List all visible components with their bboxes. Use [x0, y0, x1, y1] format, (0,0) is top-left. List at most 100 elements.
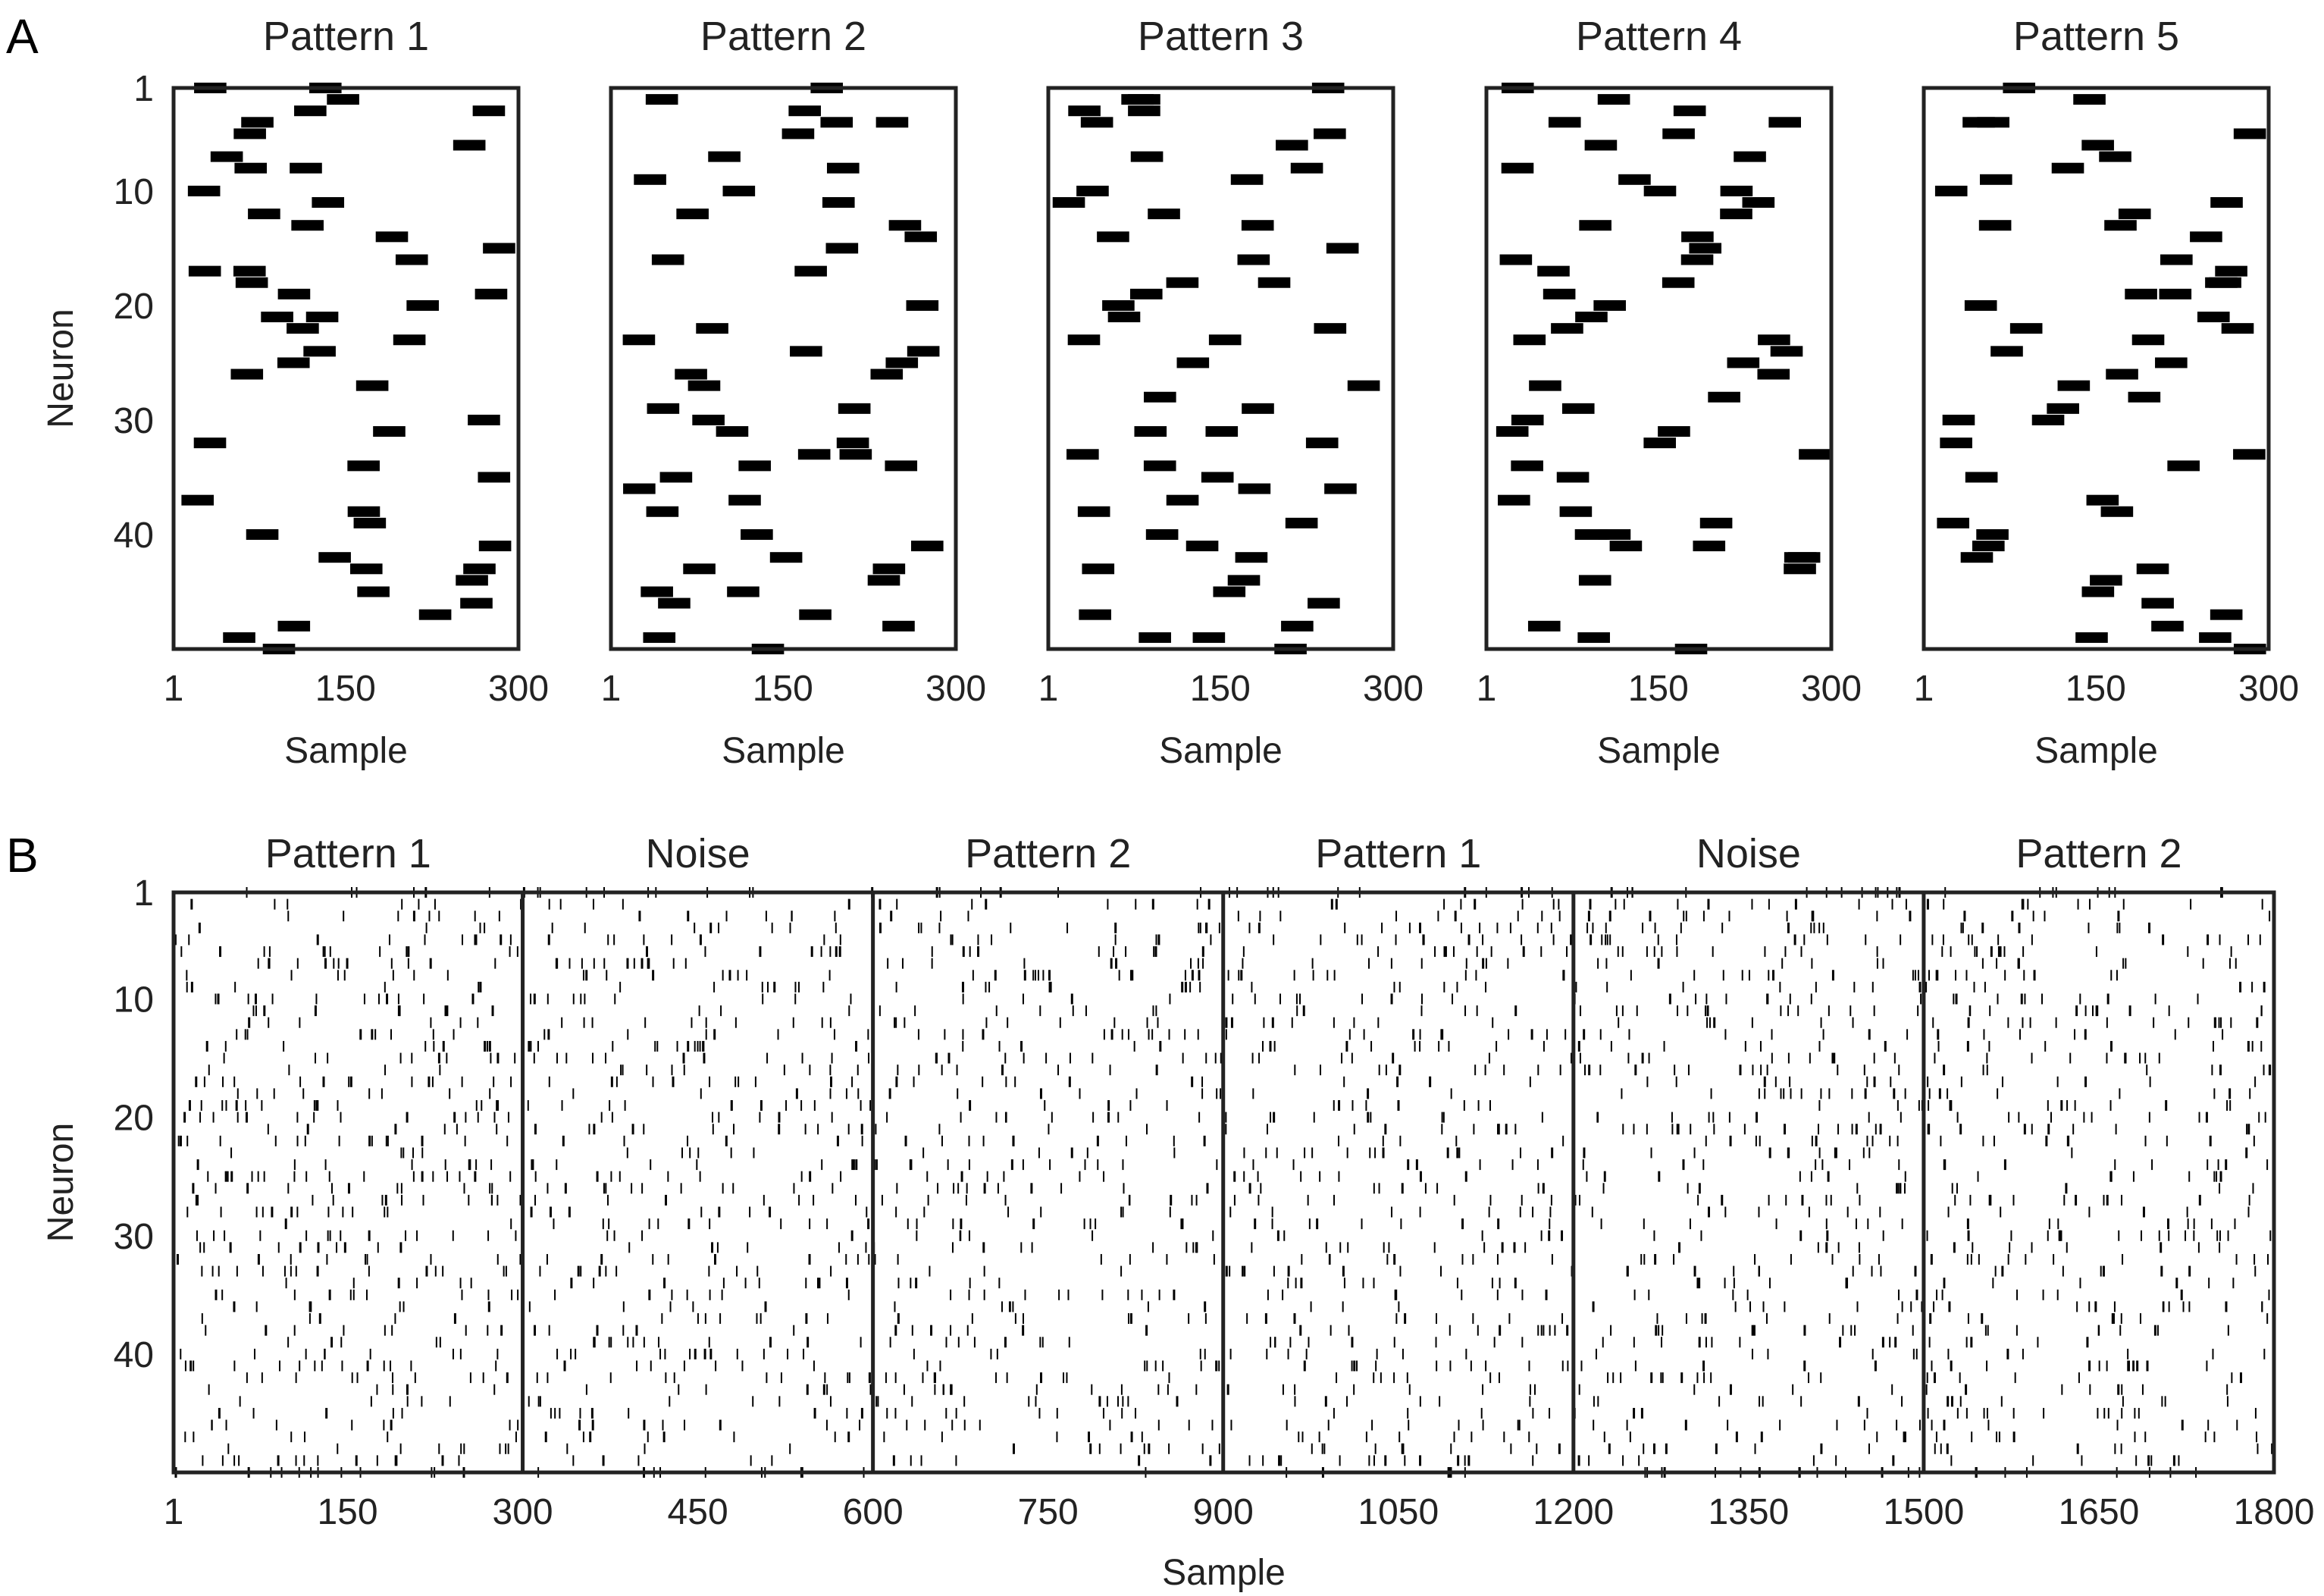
spike — [387, 1206, 389, 1218]
spike — [563, 1360, 566, 1372]
spike — [2090, 575, 2122, 586]
spike — [758, 1278, 760, 1289]
spike — [352, 1289, 355, 1300]
spike — [251, 1171, 253, 1182]
spike — [224, 1230, 226, 1241]
spike — [2057, 380, 2091, 391]
spike — [1371, 1419, 1373, 1431]
spike — [1285, 517, 1318, 528]
spike — [374, 1029, 377, 1040]
spike — [1471, 1431, 1473, 1443]
spike — [1314, 323, 1347, 334]
spike — [1708, 391, 1740, 403]
spike — [1353, 1360, 1356, 1372]
spike — [696, 1159, 698, 1171]
spike — [2213, 1171, 2216, 1182]
spike — [821, 1159, 823, 1171]
spike — [979, 1419, 981, 1431]
spike — [340, 1337, 343, 1348]
spike — [1252, 1088, 1254, 1099]
spike — [937, 1183, 939, 1194]
spike — [702, 1040, 704, 1052]
spike — [2031, 1124, 2033, 1135]
spike — [598, 1265, 601, 1277]
spike — [1657, 958, 1660, 969]
spike — [1129, 1100, 1132, 1112]
spike — [1089, 1218, 1092, 1230]
spike — [452, 1230, 454, 1241]
spike — [829, 1065, 832, 1076]
spike — [789, 1443, 791, 1454]
spike — [1130, 1431, 1133, 1443]
spike — [371, 1135, 373, 1146]
spike — [1181, 981, 1184, 992]
spike — [1680, 922, 1682, 933]
spike — [1207, 898, 1211, 910]
spike — [1246, 1313, 1248, 1325]
spike — [1127, 1289, 1129, 1300]
spike — [1751, 1325, 1754, 1336]
spike — [704, 1313, 706, 1325]
spike — [611, 1112, 613, 1123]
spike — [1693, 541, 1726, 552]
spike — [1556, 472, 1590, 483]
spike — [317, 1242, 320, 1253]
spike — [559, 1407, 561, 1419]
spike — [920, 922, 922, 933]
spike — [1037, 970, 1039, 981]
spike — [430, 1017, 432, 1028]
spike — [1897, 1183, 1900, 1194]
spike — [2199, 632, 2232, 643]
spike — [845, 1253, 847, 1265]
spike — [2254, 1076, 2257, 1087]
spike — [1521, 1194, 1523, 1206]
spike — [255, 1206, 258, 1218]
spike — [2124, 1052, 2127, 1064]
spike — [667, 1253, 669, 1265]
spike — [547, 993, 549, 1005]
spike — [1012, 1443, 1015, 1454]
spike — [683, 1419, 685, 1431]
spike — [2264, 1112, 2266, 1123]
spike — [1559, 1065, 1561, 1076]
spike — [2031, 1052, 2033, 1064]
spike — [1708, 1112, 1710, 1123]
spike — [605, 1183, 607, 1194]
spike — [1618, 1017, 1620, 1028]
spike — [610, 1076, 613, 1087]
spike — [1230, 1419, 1232, 1431]
spike — [1365, 1431, 1367, 1443]
spike — [188, 934, 190, 945]
spike — [1345, 1040, 1348, 1052]
spike — [699, 934, 702, 945]
spike — [826, 1218, 828, 1230]
spike — [917, 1029, 919, 1040]
spike — [482, 1372, 484, 1384]
spike — [2119, 1325, 2122, 1336]
spike — [1545, 1289, 1548, 1300]
spike — [1085, 1005, 1087, 1017]
spike — [1646, 946, 1648, 958]
spike — [826, 1313, 828, 1325]
spike — [1038, 1407, 1041, 1419]
spike — [2081, 1455, 2083, 1466]
spike — [1300, 1171, 1302, 1182]
spike — [1734, 1301, 1737, 1312]
spike — [2042, 1289, 2044, 1300]
spike — [234, 162, 268, 174]
spike — [1683, 911, 1685, 922]
spike — [2215, 265, 2247, 277]
x-tick-label: 1 — [1477, 669, 1497, 709]
spike — [963, 1396, 966, 1407]
spike — [2210, 197, 2243, 209]
spike — [1687, 1005, 1689, 1017]
spike — [1874, 1360, 1877, 1372]
spike — [2065, 1183, 2068, 1194]
spike — [314, 1005, 317, 1017]
spike — [995, 1112, 998, 1123]
spike — [463, 1443, 465, 1454]
x-tick-label: 1800 — [2234, 1492, 2315, 1532]
spike — [705, 1029, 707, 1040]
spike — [1970, 1337, 1973, 1348]
spike — [1944, 1159, 1947, 1171]
